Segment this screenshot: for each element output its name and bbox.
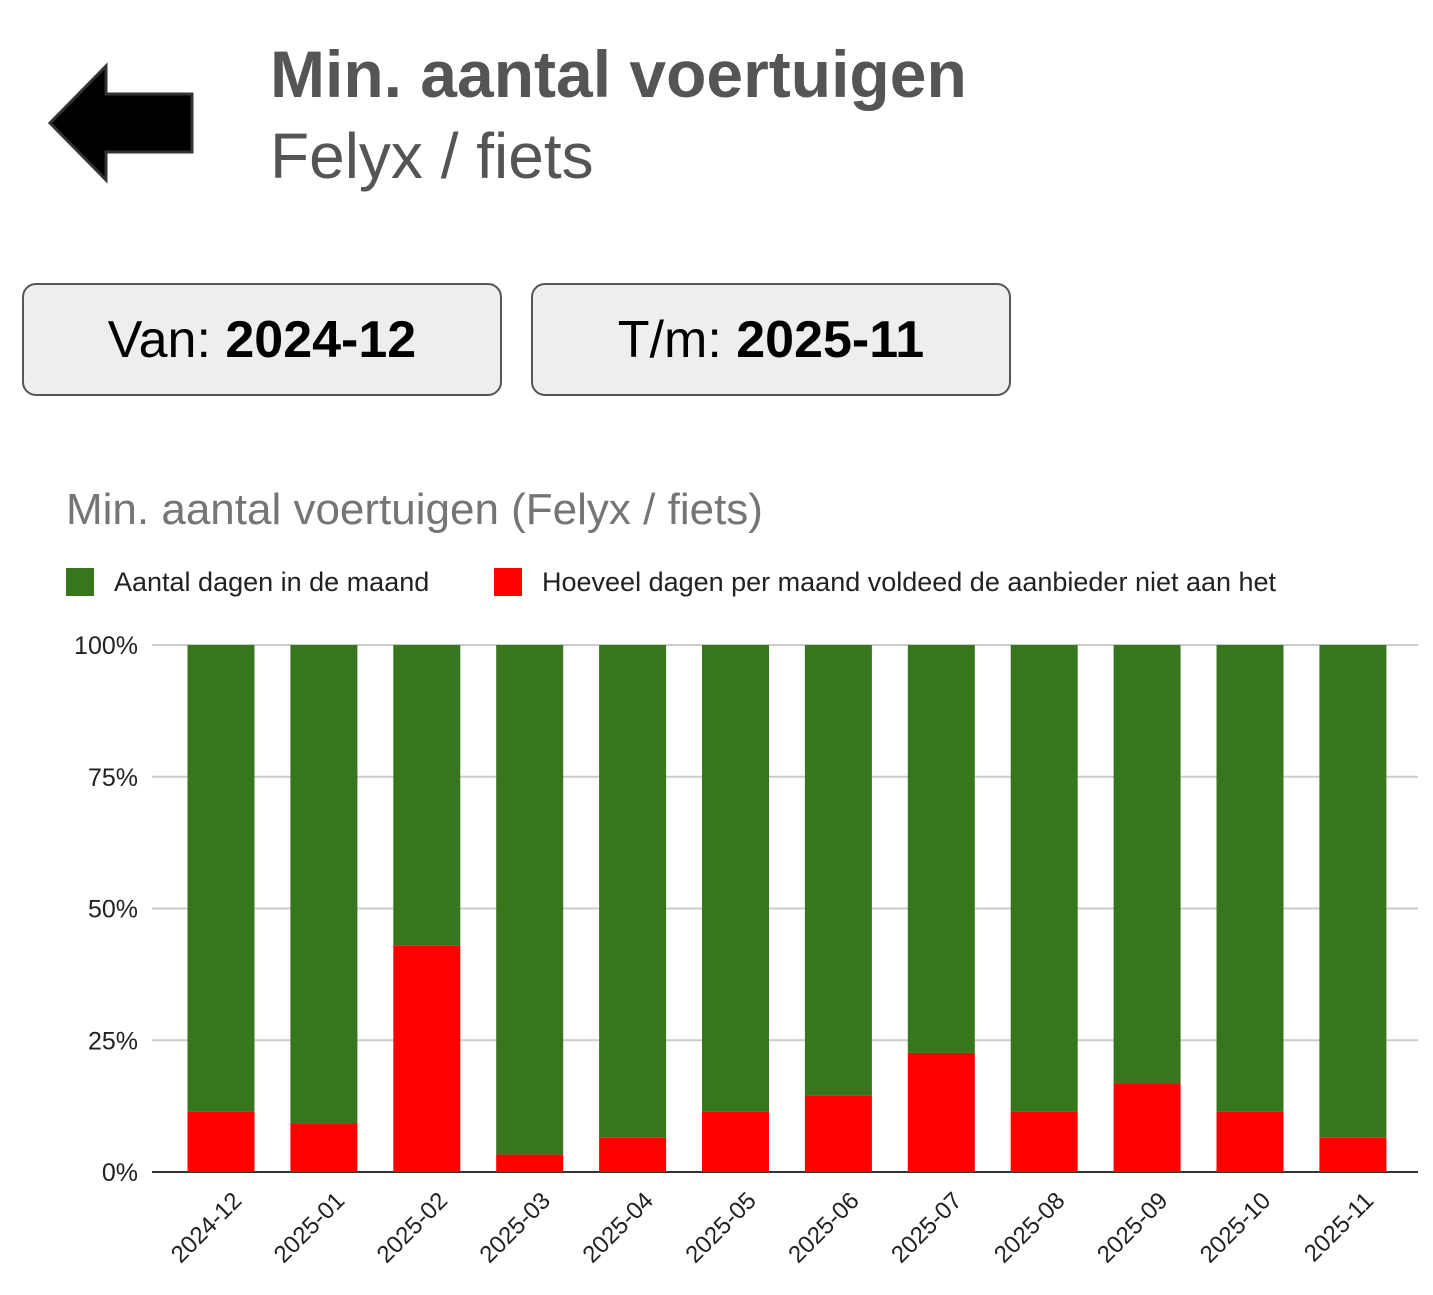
- bar-2025-01-series-1: [290, 645, 358, 1125]
- period-from-label: Van:: [107, 310, 211, 369]
- bar-2025-07-series-1: [907, 645, 975, 1053]
- chart-title: Min. aantal voertuigen (Felyx / fiets): [66, 485, 763, 534]
- bar-2024-12-series-0: [187, 1111, 255, 1172]
- chart-x-labels: 2024-12 2025-01 2025-02 2025-03 2025-04 2025-…: [166, 1187, 1379, 1268]
- x-tick-label-7: 2025-07: [886, 1187, 967, 1268]
- x-tick-label-5: 2025-05: [680, 1187, 761, 1268]
- page-subtitle: Felyx / fiets: [270, 120, 594, 192]
- bar-2025-08-series-1: [1010, 645, 1078, 1112]
- x-tick-label-10: 2025-10: [1195, 1187, 1276, 1268]
- chart-grid: [152, 644, 1418, 1173]
- period-to-button[interactable]: T/m: 2025-11: [531, 283, 1011, 396]
- bar-2025-03-series-1: [496, 645, 564, 1155]
- bar-2025-04-series-1: [599, 645, 667, 1138]
- x-tick-label-4: 2025-04: [577, 1187, 658, 1268]
- x-tick-label-3: 2025-03: [475, 1187, 556, 1268]
- period-to-label: T/m:: [617, 310, 722, 369]
- page-title: Min. aantal voertuigen: [270, 37, 967, 111]
- bar-2025-02-series-0: [393, 945, 461, 1172]
- bar-2025-08-series-0: [1010, 1111, 1078, 1172]
- back-button[interactable]: [44, 60, 198, 184]
- legend-label-0: Aantal dagen in de maand: [114, 567, 429, 597]
- y-tick-label-4: 100%: [74, 632, 138, 660]
- x-tick-label-6: 2025-06: [783, 1187, 864, 1268]
- bar-2025-09-series-1: [1113, 645, 1181, 1084]
- legend-label-1: Hoeveel dagen per maand voldeed de aanbi…: [542, 567, 1277, 597]
- chart-legend: Aantal dagen in de maand Hoeveel dagen pe…: [66, 567, 1277, 597]
- bar-2025-02-series-1: [393, 645, 461, 946]
- y-tick-label-3: 75%: [88, 764, 138, 792]
- x-tick-label-1: 2025-01: [269, 1187, 350, 1268]
- x-tick-label-8: 2025-08: [989, 1187, 1070, 1268]
- bar-2025-03-series-0: [496, 1154, 564, 1172]
- y-tick-label-0: 0%: [102, 1159, 138, 1187]
- bar-2025-04-series-0: [599, 1137, 667, 1172]
- x-tick-label-9: 2025-09: [1092, 1187, 1173, 1268]
- y-tick-label-1: 25%: [88, 1027, 138, 1055]
- chart-bars: [187, 645, 1387, 1172]
- bar-2025-05-series-0: [702, 1111, 769, 1172]
- chart-y-labels: 0% 25% 50% 75% 100%: [74, 632, 138, 1187]
- bar-2025-06-series-0: [804, 1095, 872, 1172]
- bar-2025-01-series-0: [290, 1124, 358, 1172]
- period-from-button[interactable]: Van: 2024-12: [22, 283, 502, 396]
- x-tick-label-0: 2024-12: [166, 1187, 247, 1268]
- legend-swatch-0: [66, 568, 94, 596]
- period-to-value: 2025-11: [736, 310, 925, 369]
- x-tick-label-2: 2025-02: [372, 1187, 453, 1268]
- bar-2024-12-series-1: [187, 645, 255, 1112]
- y-tick-label-2: 50%: [88, 896, 138, 924]
- bar-2025-11-series-1: [1319, 645, 1387, 1138]
- period-from-value: 2024-12: [225, 310, 417, 369]
- bar-2025-05-series-1: [702, 645, 769, 1112]
- bar-2025-07-series-0: [907, 1052, 975, 1172]
- bar-2025-10-series-1: [1216, 645, 1284, 1112]
- x-tick-label-11: 2025-11: [1299, 1187, 1379, 1267]
- bar-2025-09-series-0: [1113, 1083, 1181, 1172]
- bar-2025-10-series-0: [1216, 1111, 1284, 1172]
- bar-2025-11-series-0: [1319, 1137, 1387, 1172]
- arrow-left-icon: [47, 62, 194, 184]
- legend-swatch-1: [494, 568, 522, 596]
- bar-2025-06-series-1: [804, 645, 872, 1096]
- chart: Min. aantal voertuigen (Felyx / fiets) A…: [66, 485, 1418, 1269]
